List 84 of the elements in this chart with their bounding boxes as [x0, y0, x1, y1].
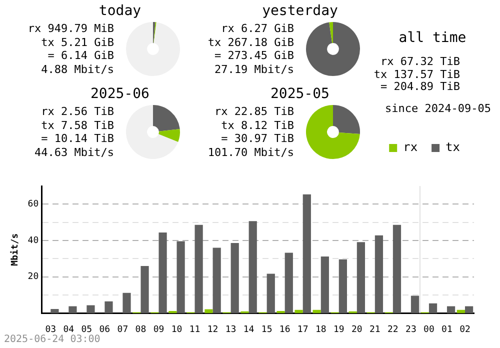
text: rx 2.56 TiB: [40, 105, 114, 118]
text: tx 267.18 GiB: [206, 36, 294, 49]
text: = 273.45 GiB: [214, 49, 294, 62]
x-tick-label: 06: [99, 324, 110, 335]
bar: [392, 224, 402, 314]
chart-title: yesterday: [261, 3, 339, 19]
bar: [356, 242, 366, 314]
text: = 204.89 TiB: [380, 80, 460, 94]
text: rx 22.85 TiB: [214, 105, 294, 118]
text: 4.88 Mbit/s: [40, 62, 114, 76]
text: 44.63 Mbit/s: [34, 146, 114, 159]
x-tick-label: 10: [171, 324, 182, 335]
legend-label: tx: [446, 140, 460, 154]
text: = 30.97 TiB: [220, 132, 294, 146]
bar: [212, 248, 221, 314]
x-tick-label: 09: [153, 324, 164, 335]
bar: [294, 310, 303, 314]
bar: [266, 274, 275, 314]
x-tick-label: 13: [225, 324, 236, 335]
bar: [204, 309, 213, 314]
text: 101.70 Mbit/s: [206, 146, 294, 159]
bar: [248, 221, 257, 314]
text: since 2024-09-05: [385, 102, 491, 115]
bar: [428, 303, 438, 314]
chart-title: 2025-06: [89, 86, 150, 102]
bar: [194, 224, 203, 314]
x-tick-label: 15: [261, 324, 272, 335]
x-tick-label: 00: [424, 324, 434, 335]
bar: [140, 266, 149, 314]
bar: [104, 301, 113, 314]
x-tick-label: 08: [135, 324, 146, 335]
x-tick-label: 04: [63, 324, 74, 335]
x-tick-label: 21: [369, 324, 380, 335]
y-axis-title: Mbit/s: [10, 233, 21, 266]
x-tick-label: 02: [460, 324, 470, 335]
x-tick-label: 18: [315, 324, 326, 335]
text: tx 137.57 TiB: [372, 68, 460, 81]
x-tick-label: 23: [406, 324, 416, 335]
x-tick-label: 12: [207, 324, 218, 335]
bar: [320, 256, 329, 314]
text: tx 5.21 GiB: [40, 36, 114, 49]
text: = 10.14 TiB: [40, 132, 114, 146]
bar: [158, 232, 167, 314]
bar: [302, 194, 311, 314]
x-tick-label: 11: [189, 324, 200, 335]
bar: [68, 306, 77, 314]
chart-title: today: [98, 3, 142, 19]
bar: [456, 310, 465, 314]
y-tick-label: 40: [28, 236, 39, 246]
x-tick-label: 20: [351, 324, 362, 335]
bar: [122, 292, 131, 314]
x-tick-label: 19: [333, 324, 344, 335]
bar: [176, 241, 185, 314]
bar: [338, 259, 347, 314]
bar: [230, 243, 239, 314]
x-tick-label: 07: [117, 324, 128, 335]
text: tx 7.58 TiB: [40, 118, 114, 132]
x-tick-label: 01: [442, 324, 452, 335]
x-tick-label: 03: [45, 324, 56, 335]
text: rx 67.32 TiB: [380, 55, 460, 68]
y-tick-label: 60: [28, 200, 39, 210]
text: tx 8.12 TiB: [220, 118, 294, 132]
bar: [374, 235, 384, 314]
legend-label: rx: [403, 140, 418, 154]
text: 27.19 Mbit/s: [214, 62, 294, 76]
y-tick-label: 20: [28, 272, 39, 282]
bar: [86, 305, 95, 314]
x-tick-label: 05: [81, 324, 92, 335]
x-tick-label: 14: [243, 324, 254, 335]
bar: [410, 296, 420, 314]
bar: [50, 309, 59, 314]
text: 2025-06-24 03:00: [4, 334, 100, 345]
text: all time: [398, 30, 468, 46]
x-tick-label: 16: [279, 324, 290, 335]
bar: [446, 306, 456, 314]
chart-title: 2025-05: [269, 86, 330, 102]
x-tick-label: 17: [297, 324, 308, 335]
text: rx 949.79 MiB: [26, 22, 114, 36]
x-tick-label: 22: [388, 324, 398, 335]
bar: [464, 306, 474, 314]
bar: [284, 252, 293, 314]
text: = 6.14 GiB: [46, 49, 114, 62]
text: rx 6.27 GiB: [220, 22, 294, 36]
bar: [312, 310, 321, 314]
